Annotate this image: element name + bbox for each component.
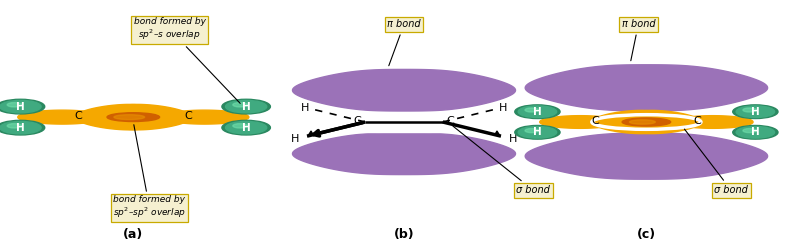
Text: C: C: [591, 116, 600, 126]
Circle shape: [733, 125, 778, 139]
Polygon shape: [292, 133, 516, 174]
Polygon shape: [77, 104, 147, 122]
Polygon shape: [120, 104, 190, 122]
Text: H: H: [301, 103, 309, 113]
Circle shape: [736, 126, 775, 138]
Circle shape: [736, 106, 775, 118]
Circle shape: [733, 105, 778, 119]
Text: H: H: [291, 134, 299, 143]
Text: π bond: π bond: [621, 20, 655, 61]
Text: (c): (c): [637, 228, 656, 241]
Polygon shape: [593, 110, 658, 126]
Circle shape: [515, 125, 560, 139]
Text: C: C: [693, 116, 701, 126]
Text: H: H: [499, 103, 507, 113]
Polygon shape: [77, 113, 147, 130]
Text: π bond: π bond: [387, 20, 421, 66]
Text: H: H: [751, 127, 760, 137]
Text: C: C: [184, 111, 192, 121]
Circle shape: [515, 105, 560, 119]
Text: C: C: [447, 116, 455, 126]
Text: (b): (b): [393, 228, 415, 241]
Circle shape: [0, 122, 41, 134]
Text: H: H: [16, 123, 25, 133]
Text: bond formed by
$sp^2$–$sp^2$ overlap: bond formed by $sp^2$–$sp^2$ overlap: [113, 125, 186, 220]
Ellipse shape: [622, 118, 671, 126]
Circle shape: [743, 108, 756, 112]
Text: H: H: [533, 107, 542, 117]
Circle shape: [518, 126, 557, 138]
Circle shape: [7, 102, 22, 107]
Circle shape: [0, 120, 44, 135]
Polygon shape: [540, 116, 612, 128]
Text: H: H: [16, 102, 25, 112]
Circle shape: [225, 100, 267, 113]
Text: H: H: [509, 134, 517, 143]
Text: σ bond: σ bond: [453, 126, 550, 195]
Circle shape: [0, 100, 41, 113]
Polygon shape: [292, 70, 516, 111]
Circle shape: [233, 124, 247, 128]
Polygon shape: [169, 110, 249, 124]
Text: C: C: [353, 116, 361, 126]
Polygon shape: [120, 113, 190, 130]
Circle shape: [0, 99, 44, 114]
Polygon shape: [525, 133, 768, 179]
Text: H: H: [242, 123, 250, 133]
Polygon shape: [593, 118, 658, 134]
Polygon shape: [680, 116, 753, 128]
Circle shape: [233, 102, 247, 107]
Circle shape: [518, 106, 557, 118]
Text: C: C: [74, 111, 82, 121]
Ellipse shape: [107, 113, 159, 122]
Polygon shape: [525, 65, 768, 111]
Text: bond formed by
$sp^2$–s overlap: bond formed by $sp^2$–s overlap: [133, 17, 240, 103]
Polygon shape: [635, 118, 700, 134]
Text: H: H: [242, 102, 250, 112]
Text: σ bond: σ bond: [684, 129, 748, 195]
Text: H: H: [751, 107, 760, 117]
Circle shape: [525, 108, 539, 112]
Polygon shape: [18, 110, 98, 124]
Text: H: H: [533, 127, 542, 137]
Circle shape: [525, 129, 539, 133]
Circle shape: [7, 124, 22, 128]
Circle shape: [225, 122, 267, 134]
Ellipse shape: [629, 120, 655, 124]
Circle shape: [222, 99, 271, 114]
Polygon shape: [635, 110, 700, 126]
Circle shape: [743, 129, 756, 133]
Text: (a): (a): [123, 228, 144, 241]
Ellipse shape: [114, 115, 145, 120]
Circle shape: [222, 120, 271, 135]
